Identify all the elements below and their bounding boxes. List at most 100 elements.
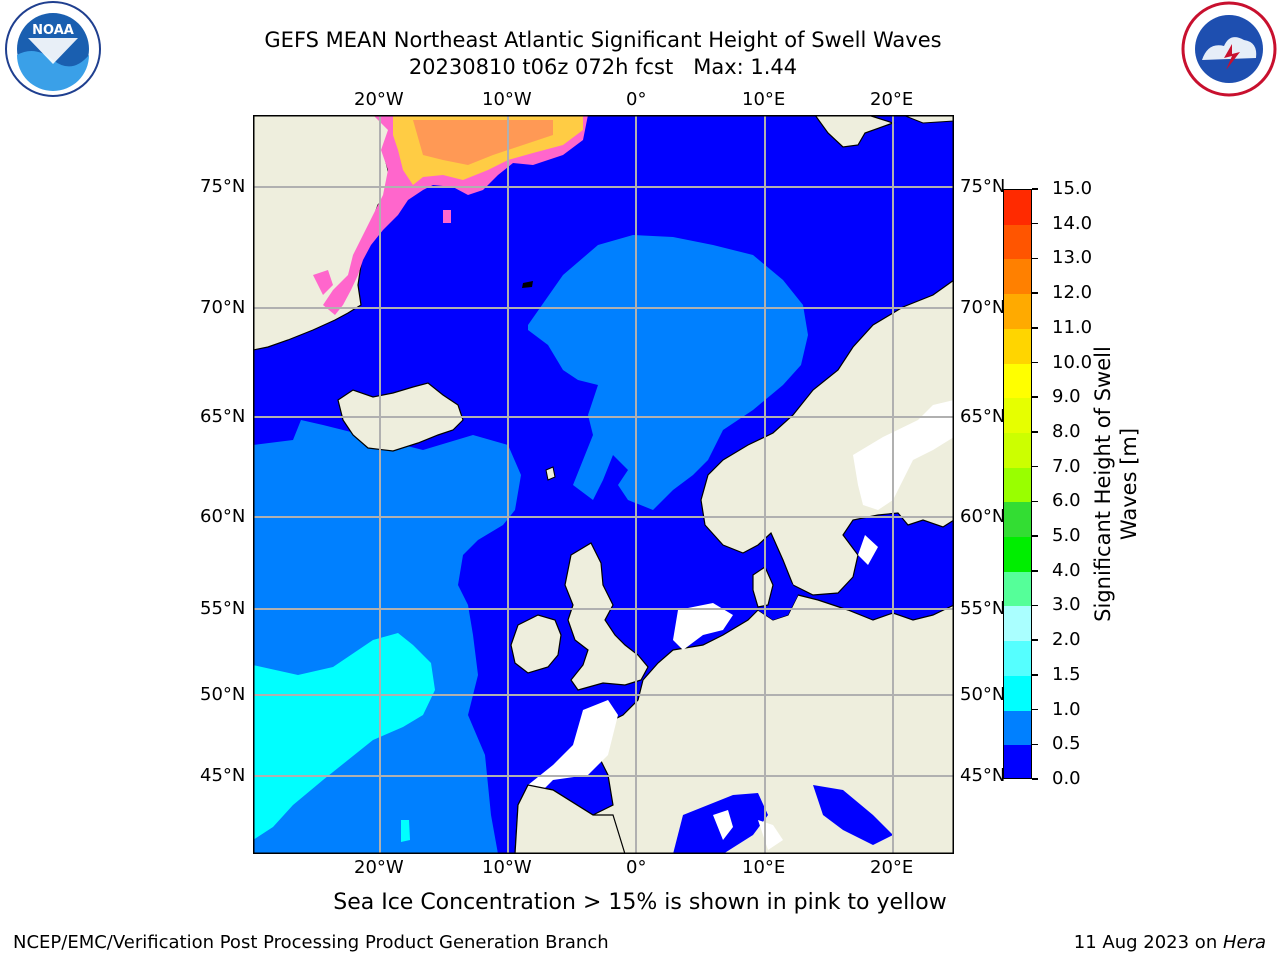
colorbar-segment [1004,259,1031,296]
colorbar-tick [1032,708,1038,711]
lat-label-left-50n: 50°N [200,684,246,705]
footer-date: 11 Aug 2023 on Hera [1074,932,1266,954]
colorbar-tick-label: 0.0 [1052,768,1081,789]
lat-label-left-45n: 45°N [200,765,246,786]
colorbar-tick-label: 15.0 [1052,178,1093,199]
colorbar-tick [1032,535,1038,537]
lon-label-top-20w: 20°W [354,89,404,110]
colorbar-segment [1004,363,1031,400]
colorbar-tick-label: 10.0 [1052,351,1093,373]
land-great-britain [564,542,649,691]
lon-label-bottom-20e: 20°E [870,857,914,878]
colorbar-segment [1004,571,1031,608]
footer-host: Hera [1222,932,1266,953]
land-iberia [514,784,626,854]
colorbar-labels: 15.0 14.0 13.0 12.0 11.0 10.0 9.0 8.0 7.0 6.0 5.0 4… [1032,179,1112,789]
colorbar-segment [1004,467,1031,504]
colorbar-tick [1032,639,1038,641]
colorbar-segment [1004,606,1031,643]
lat-label-left-75n: 75°N [200,176,246,197]
lon-label-top-20e: 20°E [870,89,914,110]
lat-label-right-60n: 60°N [960,506,1006,527]
colorbar-segment [1004,328,1031,365]
colorbar-title: Significant Height of Swell Waves [m] [1091,346,1141,622]
colorbar-tick-label: 1.0 [1052,698,1081,720]
lat-label-left-70n: 70°N [200,297,246,318]
colorbar-tick [1032,674,1038,676]
lat-label-right-65n: 65°N [960,406,1006,427]
colorbar-tick [1032,361,1038,364]
lon-label-top-0: 0° [626,89,647,110]
colorbar-tick-label: 11.0 [1052,316,1093,338]
noaa-logo: NOAA [5,1,101,97]
colorbar-tick-label: 12.0 [1052,282,1093,304]
lat-label-right-55n: 55°N [960,598,1006,619]
colorbar-tick-label: 1.5 [1052,663,1081,685]
colorbar-tick-label: 14.0 [1052,212,1093,234]
colorbar-segment [1004,398,1031,434]
colorbar-segment [1004,502,1031,539]
colorbar-tick-label: 8.0 [1052,420,1081,442]
colorbar-tick-label: 9.0 [1052,386,1081,408]
colorbar-segment [1004,745,1031,778]
lon-label-top-10e: 10°E [742,89,786,110]
colorbar-tick [1032,292,1038,294]
colorbar-tick [1032,465,1038,468]
lat-label-right-45n: 45°N [960,765,1006,786]
colorbar-tick-label: 0.5 [1052,733,1081,755]
colorbar-tick-label: 7.0 [1052,455,1081,477]
sea-ice-area [313,115,588,315]
colorbar-segment [1004,675,1031,712]
map-title: GEFS MEAN Northeast Atlantic Significant… [264,28,942,52]
colorbar-segment [1004,190,1031,226]
lat-label-left-65n: 65°N [200,406,246,427]
ocean-high-swell-area [253,633,435,840]
lat-label-left-55n: 55°N [200,598,246,619]
ocean-high-swell-patch [401,820,410,842]
lat-label-right-75n: 75°N [960,176,1006,197]
no-data-baltic [853,400,954,510]
colorbar-segment [1004,294,1031,330]
colorbar-tick [1032,188,1038,190]
lon-label-bottom-20w: 20°W [354,857,404,878]
footer-credit: NCEP/EMC/Verification Post Processing Pr… [13,932,609,953]
colorbar-tick [1032,500,1038,503]
nws-logo [1181,1,1277,97]
colorbar-tick-label: 4.0 [1052,559,1081,581]
colorbar-tick [1032,222,1038,225]
colorbar-tick [1032,431,1038,433]
footer-date-text: 11 Aug 2023 on [1073,932,1223,953]
map-graticule [253,115,954,854]
lon-label-top-10w: 10°W [482,89,532,110]
colorbar-tick [1032,327,1038,329]
colorbar-tick-label: 6.0 [1052,490,1081,512]
colorbar-tick [1032,570,1038,572]
lon-label-bottom-10w: 10°W [482,857,532,878]
colorbar-tick-label: 3.0 [1052,594,1081,616]
colorbar-tick [1032,257,1038,260]
lon-label-bottom-10e: 10°E [742,857,786,878]
colorbar-tick [1032,743,1038,746]
colorbar-tick-label: 2.0 [1052,629,1081,651]
colorbar-segment [1004,641,1031,677]
lat-label-right-50n: 50°N [960,684,1006,705]
noaa-logo-text: NOAA [32,23,74,38]
colorbar-segment [1004,537,1031,573]
map-subtitle: 20230810 t06z 072h fcst Max: 1.44 [408,55,798,79]
colorbar [1003,189,1032,779]
colorbar-tick-label: 5.0 [1052,525,1081,547]
ocean-mid-swell-area-north [528,235,808,510]
colorbar-tick [1032,396,1038,398]
colorbar-tick-label: 13.0 [1052,247,1093,269]
land-ireland [510,614,562,674]
colorbar-segment [1004,224,1031,261]
lat-label-right-70n: 70°N [960,297,1006,318]
sea-ice-caption: Sea Ice Concentration > 15% is shown in … [333,890,947,915]
colorbar-tick [1032,604,1038,607]
colorbar-segment [1004,432,1031,469]
colorbar-segment [1004,710,1031,747]
lon-label-bottom-0: 0° [626,857,647,878]
colorbar-tick [1032,778,1038,780]
lat-label-left-60n: 60°N [200,506,246,527]
map-plot [253,115,954,854]
